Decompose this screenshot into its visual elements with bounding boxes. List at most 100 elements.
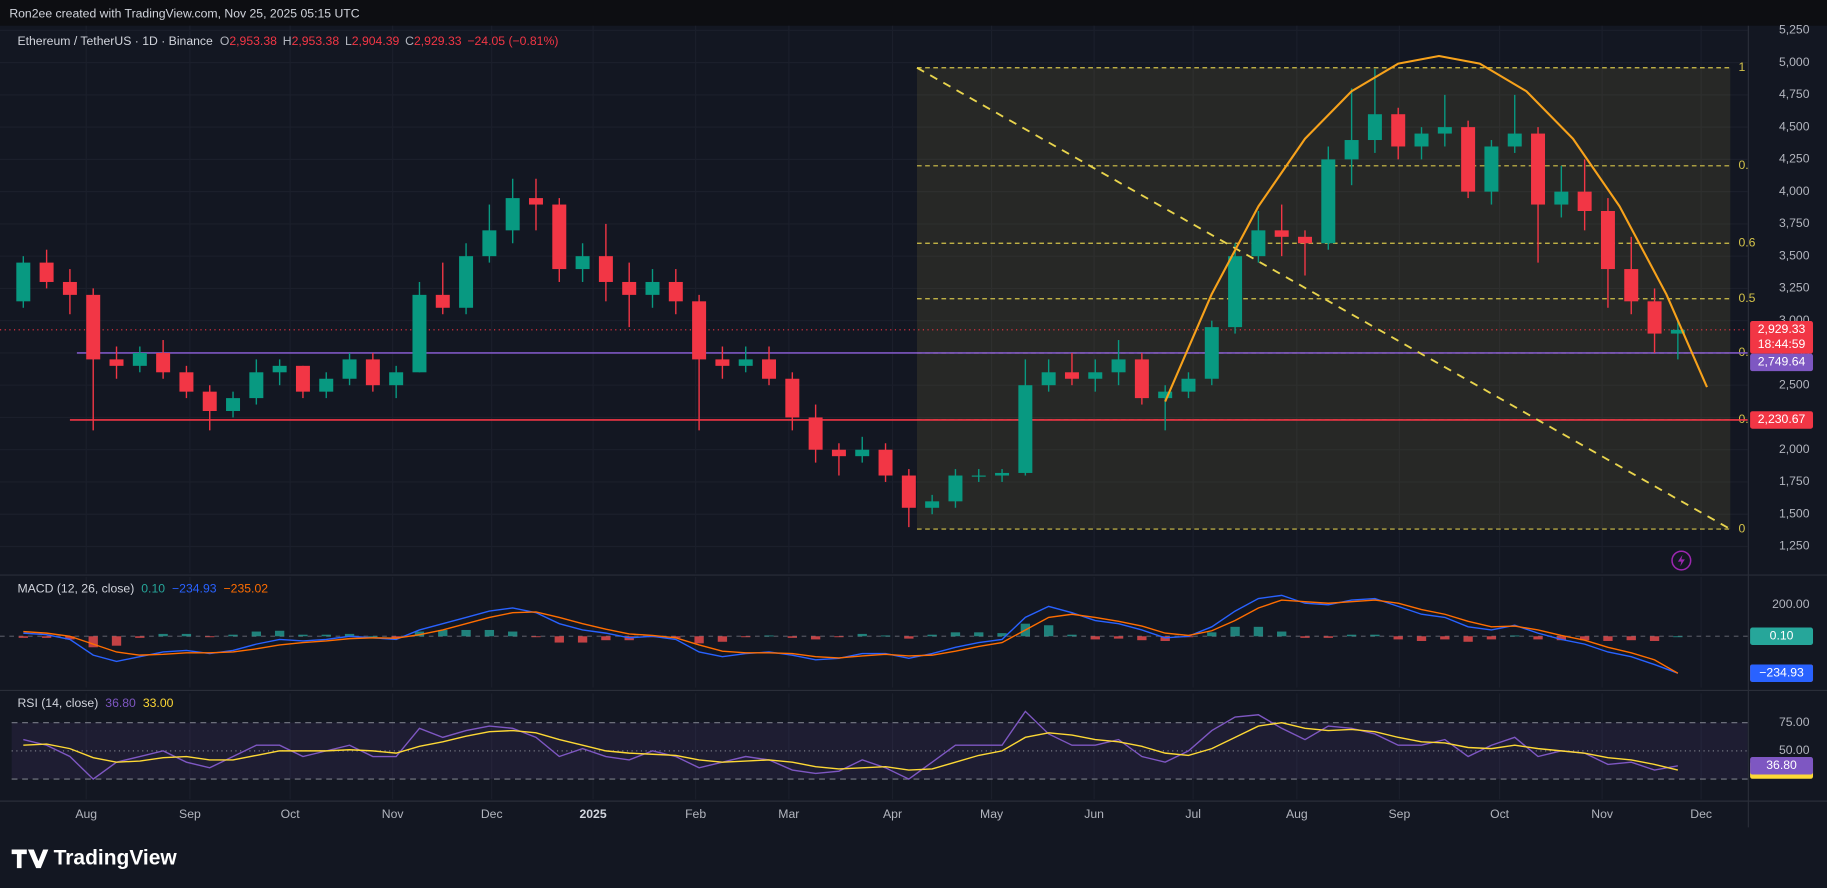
x-tick-label: Dec — [1690, 807, 1712, 821]
indicator-line — [23, 599, 1679, 674]
y-tick-label: 200.00 — [1772, 597, 1810, 611]
x-tick-label: 2025 — [579, 807, 606, 821]
candle-body — [295, 365, 310, 392]
fib-label: 1 — [1738, 60, 1745, 74]
histogram-bar — [461, 629, 471, 637]
candle-body — [692, 301, 707, 360]
indicator-line — [23, 594, 1679, 674]
candle-body — [878, 449, 893, 476]
histogram-bar — [1207, 632, 1217, 637]
x-tick-label: Feb — [685, 807, 706, 821]
y-tick-label: 4,750 — [1779, 87, 1810, 101]
candle-body — [389, 372, 404, 386]
y-tick-label: 4,250 — [1779, 152, 1810, 166]
histogram-bar — [1253, 626, 1264, 637]
candle-body — [272, 365, 287, 373]
y-tick-label: 75.00 — [1779, 715, 1810, 729]
y-tick-label: 50.00 — [1779, 743, 1810, 757]
histogram-bar — [1510, 635, 1520, 637]
histogram-bar — [158, 633, 168, 637]
y-tick-label: 1,250 — [1779, 539, 1810, 553]
histogram-bar — [671, 636, 681, 638]
histogram-bar — [1346, 634, 1357, 637]
y-tick-label: 5,000 — [1779, 55, 1810, 69]
candle-body — [1624, 269, 1639, 302]
logo — [11, 849, 49, 869]
candle-body — [459, 256, 474, 308]
ohlc-value: 2,904.39 — [352, 34, 400, 48]
candle-body — [575, 256, 590, 270]
tag-label: 36.80 — [1766, 758, 1797, 772]
x-tick-label: Sep — [1389, 807, 1411, 821]
ohlc-value: 2,953.38 — [229, 34, 277, 48]
main-legend: Ethereum / TetherUS · 1D · Binance O2,953… — [17, 34, 558, 48]
histogram-bar — [344, 633, 355, 637]
histogram-bar — [810, 636, 821, 640]
candle-body — [1298, 236, 1312, 244]
candle-body — [948, 475, 963, 502]
candle-body — [365, 359, 380, 386]
histogram-bar — [321, 634, 331, 637]
candle-body — [202, 391, 217, 412]
histogram-bar — [111, 636, 122, 646]
candle-body — [1088, 372, 1103, 379]
histogram-bar — [414, 631, 425, 637]
histogram-bar — [251, 631, 261, 637]
candle-body — [1391, 114, 1406, 147]
fib-label: 0.6 — [1738, 235, 1755, 249]
candle-body — [1600, 210, 1615, 270]
candle-body — [179, 372, 194, 392]
alert-icon[interactable] — [1671, 550, 1692, 571]
ohlc-label: C — [405, 34, 414, 48]
histogram-bar — [1137, 636, 1147, 641]
candle-body — [715, 359, 730, 366]
x-tick-label: Nov — [382, 807, 405, 821]
x-tick-label: Mar — [778, 807, 799, 821]
y-tick-label: 5,250 — [1779, 23, 1810, 37]
fib-label: 0.5 — [1738, 291, 1755, 305]
candle-body — [109, 359, 124, 366]
histogram-bar — [1323, 636, 1333, 638]
level-price-tag — [1750, 353, 1814, 372]
fib-label: 0 — [1738, 521, 1745, 535]
histogram-bar — [787, 636, 797, 638]
candle-body — [645, 281, 660, 295]
x-tick-label: Apr — [883, 807, 902, 821]
candle-body — [528, 198, 543, 205]
indicator-line — [23, 721, 1679, 771]
tag-label: 2,929.33 — [1758, 322, 1806, 336]
tag-label: 2,230.67 — [1758, 412, 1806, 426]
y-tick-label: 3,500 — [1779, 248, 1810, 262]
last-price-tag — [1750, 321, 1814, 354]
rsi-ma-value: 33.00 — [143, 696, 174, 710]
candle-body — [1344, 140, 1359, 160]
histogram-bar — [904, 636, 914, 639]
candle-body — [435, 294, 450, 308]
histogram-bar — [1300, 636, 1310, 638]
x-tick-label: Sep — [179, 807, 201, 821]
candle-body — [1531, 133, 1546, 205]
candle-body — [1041, 372, 1056, 386]
candle-body — [831, 449, 846, 457]
y-tick-label: 4,000 — [1779, 184, 1810, 198]
histogram-bar — [228, 634, 238, 637]
histogram-bar — [18, 636, 28, 638]
histogram-bar — [694, 636, 704, 644]
histogram-bar — [205, 636, 215, 638]
brand: TradingView — [54, 846, 178, 869]
histogram-bar — [834, 636, 844, 638]
histogram-bar — [274, 630, 285, 637]
y-tick-label: 1,750 — [1779, 474, 1810, 488]
rsi-legend: RSI (14, close) 36.80 33.00 — [17, 696, 173, 710]
candle-body — [808, 417, 823, 450]
histogram-bar — [950, 632, 961, 637]
tag-label: 0.10 — [1770, 628, 1794, 642]
candle-body — [598, 256, 613, 282]
x-tick-label: Oct — [1490, 807, 1510, 821]
level-price-tag — [1750, 411, 1814, 429]
candle-body — [482, 230, 497, 257]
candle-body — [1577, 191, 1592, 211]
histogram-bar — [438, 629, 448, 637]
candle-body — [86, 294, 101, 360]
histogram-bar — [1044, 625, 1054, 637]
